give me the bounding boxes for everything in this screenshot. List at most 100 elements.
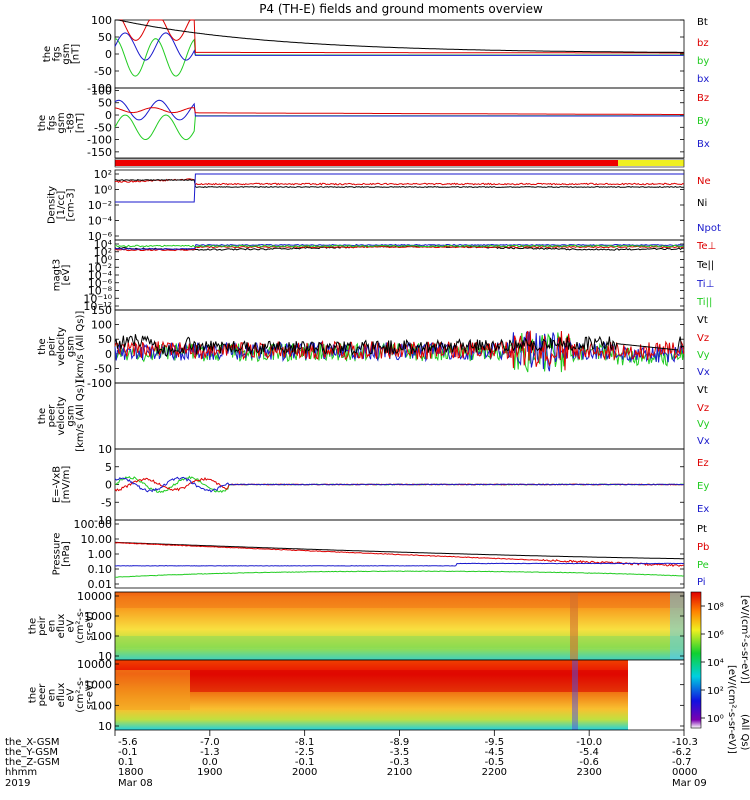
peer_velocity-frame — [114, 382, 685, 450]
legend-bt: Bt — [697, 17, 708, 28]
legend-ex: Ex — [697, 504, 709, 515]
y-tick-label: -5 — [101, 496, 112, 509]
y-axis-label: E=-VxB — [51, 466, 62, 503]
y-tick-label: 10000 — [77, 658, 112, 671]
y-axis-label: [eV] — [61, 265, 72, 286]
y-axis-label: peir — [47, 336, 58, 356]
y-tick-label: 10⁻² — [88, 199, 112, 212]
y-tick-label: 10 — [98, 650, 112, 663]
y-tick-label: -100 — [87, 377, 112, 390]
series-bz — [115, 19, 684, 54]
y-tick-label: -10 — [94, 514, 112, 527]
y-axis-label: fgs — [47, 115, 58, 130]
y-axis-label: the — [37, 338, 48, 354]
x-tick-label-zgsm: -0.3 — [390, 757, 410, 768]
series-pt — [114, 541, 684, 560]
spectrogram-band-high — [190, 670, 630, 692]
series-ne — [114, 178, 684, 186]
y-tick-label: 0 — [105, 479, 112, 492]
colorbar-scale — [690, 591, 702, 729]
y-axis-label: Pressure — [51, 533, 62, 576]
y-tick-label: -50 — [94, 121, 112, 134]
legend-pt: Pt — [697, 524, 707, 535]
spectrogram-spike — [570, 592, 578, 660]
mode-bar-frame — [114, 158, 685, 168]
y-axis-label: [nT] — [70, 44, 81, 64]
colorbar-label-upper: [eV/(cm²-s-sr-eV)] — [739, 595, 750, 684]
colorbar-tick-label: 10² — [707, 686, 724, 697]
panel-pressure: 100.00 10.00 1.00 0.10 0.01 Pressure[nPa] Pt Pb… — [51, 518, 709, 591]
y-tick-label: 100 — [91, 699, 112, 712]
y-tick-label: 10⁻⁴ — [88, 269, 113, 282]
mode-bar-yellow — [618, 160, 684, 166]
y-axis-label: the — [37, 408, 48, 424]
legend-te||: Te|| — [696, 260, 714, 271]
legend-pb: Pb — [697, 542, 709, 553]
y-axis-label: [km/s (All Qs)] — [75, 380, 86, 452]
y-tick-label: 150 — [91, 304, 112, 317]
series-npot — [115, 173, 684, 203]
spectrogram-gap — [628, 660, 684, 730]
y-axis-label: -t89 — [66, 113, 77, 133]
y-tick-label: 10⁻⁶ — [88, 277, 113, 290]
series-pi — [114, 562, 684, 567]
x-tick-label-ygsm: -4.5 — [485, 747, 505, 758]
legend-vy: Vy — [697, 419, 710, 430]
legend-pi: Pi — [697, 577, 706, 588]
spectrogram-early — [115, 670, 190, 710]
y-axis-label: peer — [37, 683, 48, 707]
y-axis-label: en — [47, 689, 58, 702]
density-series — [114, 173, 684, 203]
series-vz — [114, 330, 685, 371]
series-vt — [114, 334, 685, 357]
mode-bar-red — [115, 160, 618, 166]
colorbar-tick-label: 10⁸ — [707, 602, 724, 613]
legend-vt: Vt — [697, 315, 708, 326]
legend-vy: Vy — [697, 350, 710, 361]
series-tipar — [114, 244, 684, 248]
y-tick-label: -50 — [94, 65, 112, 78]
y-tick-label: 10 — [98, 720, 112, 733]
y-axis-label: the — [37, 115, 48, 131]
series-bt — [115, 19, 684, 53]
spectrogram-band-low — [115, 636, 684, 648]
legend-ti||: Ti|| — [696, 297, 712, 308]
series-by — [114, 114, 684, 141]
time-axis-row-label: 2019 — [5, 778, 30, 789]
series-pe — [114, 570, 684, 578]
legend-npot: Npot — [697, 223, 721, 234]
legend-vt: Vt — [697, 385, 708, 396]
panel-peir_en_eflux: 10000 1000 100 10 thepeirenefluxeV(cm²-s-sr-… — [28, 590, 685, 663]
panel-efield: 10 5 0 -5 -10 E=-VxB[mV/m] Ez Ey Ex — [51, 443, 709, 527]
colorbar-tick-label: 10⁴ — [707, 658, 724, 669]
y-axis-label: sr-eV) — [85, 680, 96, 709]
y-tick-label: -100 — [87, 134, 112, 147]
x-tick-label-hhmm: 2200 — [482, 767, 507, 778]
x-tick-label-hhmm: 1800 — [118, 767, 143, 778]
legend-ne: Ne — [697, 176, 711, 187]
x-tick-label-xgsm: -10.3 — [672, 737, 698, 748]
legend-vx: Vx — [697, 436, 710, 447]
y-tick-label: 10² — [94, 168, 112, 181]
efield-series — [114, 475, 684, 494]
y-tick-label: 10⁻⁴ — [88, 215, 113, 228]
y-axis-label: eflux — [56, 683, 67, 708]
y-axis-label: sr-eV) — [85, 611, 96, 640]
y-axis-label: fgs — [51, 46, 62, 61]
colorbar-tick-label: 10⁶ — [707, 630, 724, 641]
series-bx — [114, 99, 684, 121]
y-axis-label: [cm-3] — [66, 188, 77, 221]
fgs_gsm-frame — [114, 19, 685, 89]
x-tick-label-xgsm: -8.1 — [295, 737, 315, 748]
x-tick-label-xgsm: -7.0 — [200, 737, 220, 748]
y-tick-label: 100 — [91, 14, 112, 27]
y-tick-label: 50 — [98, 97, 112, 110]
mode-bar — [114, 158, 685, 168]
series-bx — [114, 32, 684, 61]
peer_en_eflux-spectrogram — [115, 660, 684, 730]
legend-ni: Ni — [697, 198, 707, 209]
y-tick-label: 10⁰ — [94, 254, 113, 267]
y-tick-label: 1000 — [84, 610, 112, 623]
